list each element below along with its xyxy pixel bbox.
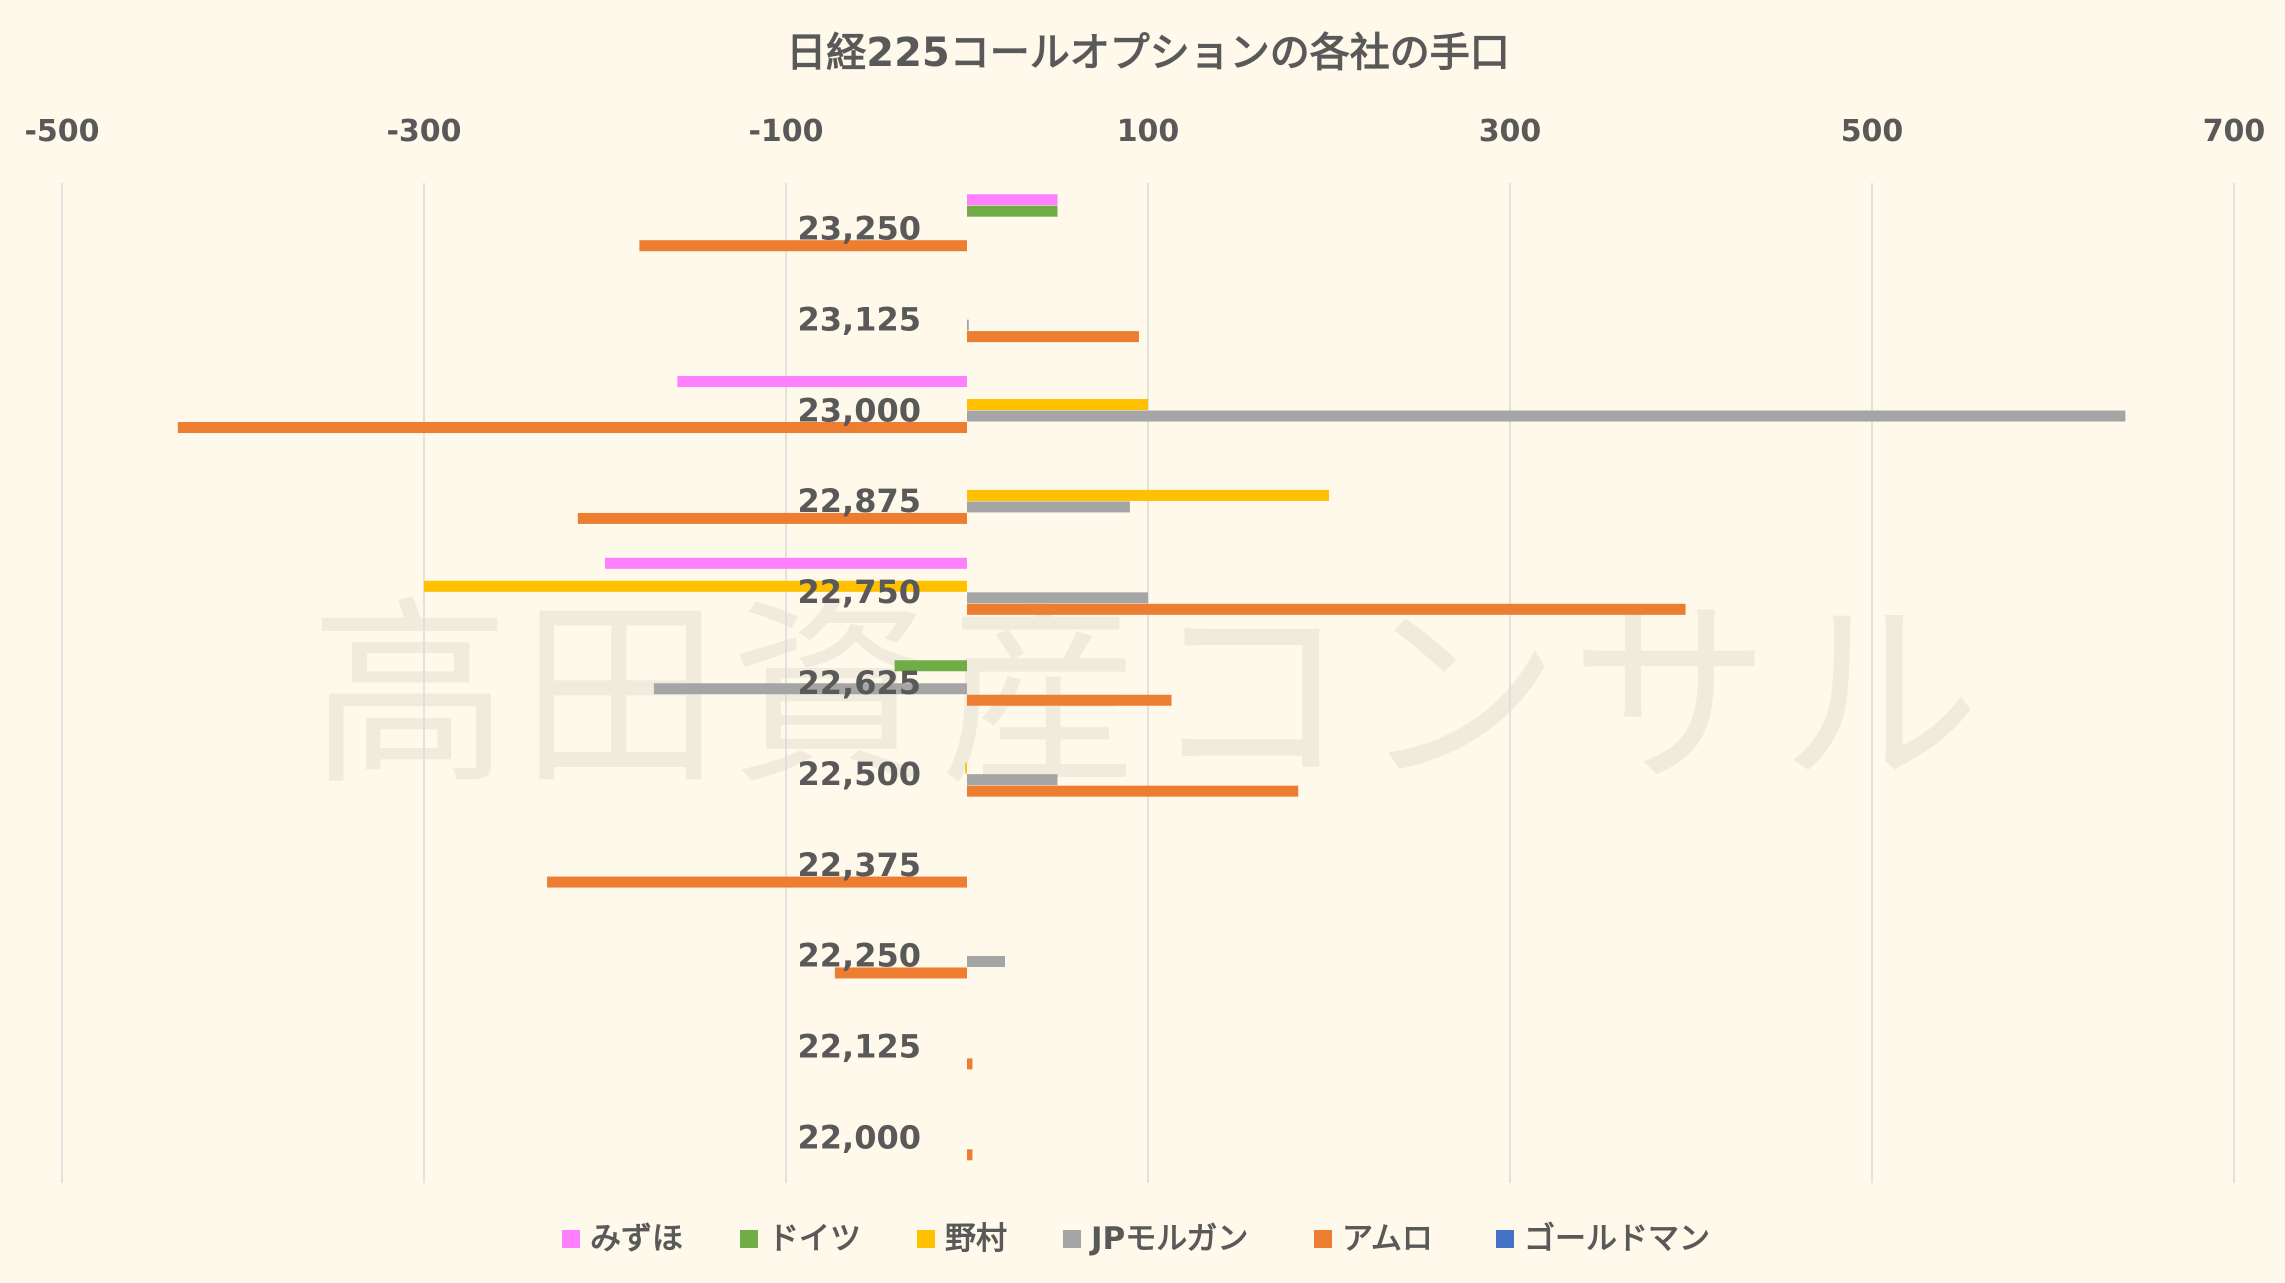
category-labels: 23,250 23,125 23,000 22,875 22,750 22,625 22,5… [798, 209, 921, 1156]
bar [894, 660, 967, 672]
bar [967, 955, 1006, 967]
category-label: 23,250 [798, 209, 921, 247]
legend-label: ゴールドマン [1524, 1221, 1710, 1257]
bar [834, 967, 967, 979]
category-label: 23,125 [798, 300, 921, 338]
category-label: 22,000 [798, 1119, 921, 1157]
bar [967, 205, 1058, 217]
category-label: 22,875 [798, 482, 921, 520]
x-tick-label: -500 [24, 114, 99, 149]
bar [967, 694, 1172, 706]
legend-label: JPモルガン [1089, 1221, 1248, 1257]
bar [967, 319, 969, 331]
x-tick-label: 100 [1117, 114, 1180, 149]
bar [639, 240, 967, 252]
legend-swatch [1314, 1230, 1332, 1248]
legend-label: ドイツ [768, 1221, 861, 1257]
bar-series [177, 194, 2126, 1161]
bar [177, 422, 968, 434]
bar [967, 501, 1130, 513]
bar [967, 1058, 973, 1070]
category-label: 22,375 [798, 846, 921, 884]
bar [967, 592, 1148, 604]
category-label: 22,500 [798, 755, 921, 793]
legend-label: アムロ [1342, 1221, 1433, 1257]
bar [577, 512, 967, 524]
x-tick-label: -100 [748, 114, 823, 149]
x-tick-label: -300 [386, 114, 461, 149]
x-tick-label: 300 [1479, 114, 1542, 149]
legend-swatch [562, 1230, 580, 1248]
category-label: 22,625 [798, 664, 921, 702]
bar [677, 376, 967, 388]
x-tick-label: 500 [1841, 114, 1904, 149]
legend-swatch [917, 1230, 935, 1248]
x-tick-label: 700 [2203, 114, 2266, 149]
bar [967, 399, 1148, 411]
legend-label: 野村 [945, 1221, 1007, 1257]
category-label: 22,750 [798, 573, 921, 611]
legend-label: みずほ [590, 1221, 683, 1257]
category-label: 22,125 [798, 1028, 921, 1066]
chart-title: 日経225コールオプションの各社の手口 [786, 30, 1510, 76]
bar [967, 331, 1139, 343]
category-label: 22,250 [798, 937, 921, 975]
bar [547, 876, 967, 888]
bar [967, 785, 1299, 797]
bar [424, 580, 967, 592]
bar [967, 1149, 973, 1161]
legend-swatch [740, 1230, 758, 1248]
category-label: 23,000 [798, 391, 921, 429]
legend-swatch [1063, 1230, 1081, 1248]
bar [967, 194, 1058, 206]
bar [605, 557, 967, 569]
gridlines [61, 183, 2235, 1183]
bar [967, 774, 1058, 786]
x-axis-tick-labels: -500 -300 -100 100 300 500 700 [24, 114, 2265, 149]
bar [965, 762, 967, 774]
bar [967, 489, 1329, 501]
bar [967, 603, 1686, 615]
bar [967, 410, 2126, 422]
legend: みずほ ドイツ 野村 JPモルガン アムロ ゴールドマン [562, 1221, 1710, 1257]
legend-swatch [1496, 1230, 1514, 1248]
bar [653, 683, 967, 695]
